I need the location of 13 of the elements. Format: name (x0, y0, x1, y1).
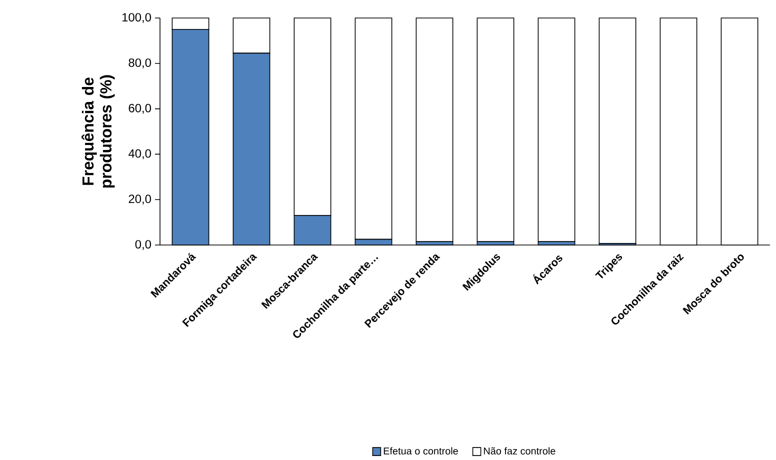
y-tick-label: 20,0 (128, 194, 152, 205)
y-tick-label: 100,0 (122, 13, 152, 23)
legend-label: Não faz controle (484, 447, 556, 455)
bar (538, 18, 576, 242)
bar (416, 18, 454, 242)
y-tick-label: 80,0 (128, 58, 152, 68)
bar (598, 18, 636, 244)
legend-label: Efetua o controle (384, 447, 458, 455)
y-axis-title: Frequência de produtores (%) (82, 75, 115, 188)
y-tick-label: 60,0 (128, 104, 152, 114)
y-tick-label: 40,0 (128, 149, 152, 160)
bar (476, 18, 514, 242)
y-tick-label: 0,0 (135, 240, 152, 250)
